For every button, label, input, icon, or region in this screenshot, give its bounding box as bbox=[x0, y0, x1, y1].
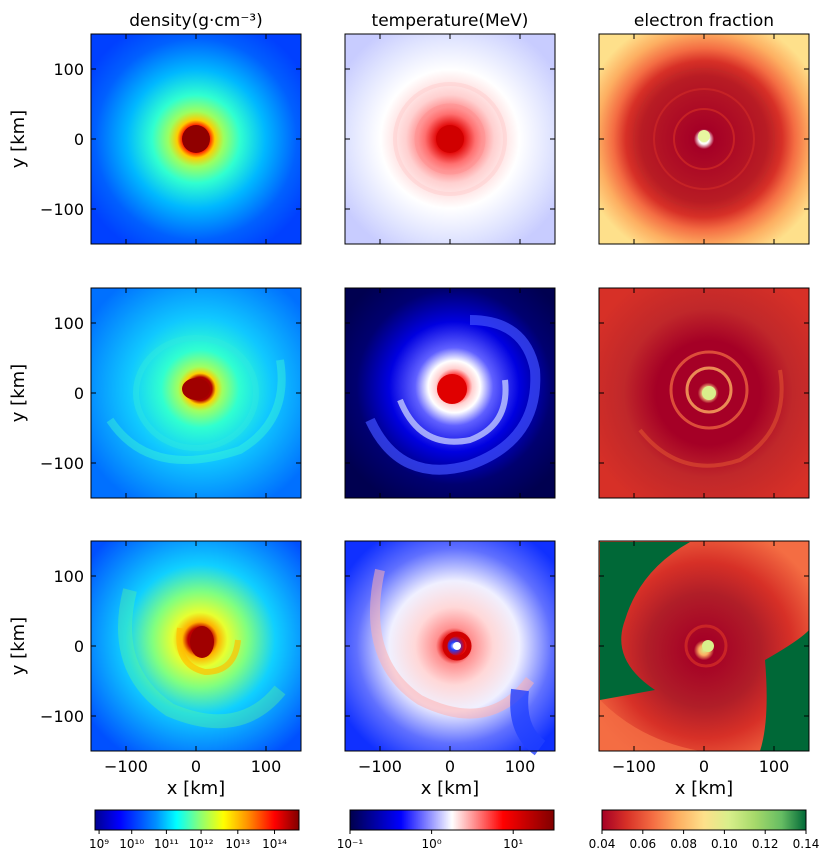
colorbar-tick-label: 10¹² bbox=[189, 837, 214, 851]
x-tick-label: 100 bbox=[505, 757, 536, 776]
x-axis-label-col2: x [km] bbox=[421, 778, 479, 799]
y-axis-row1: 100 0 −100 bbox=[40, 60, 84, 219]
colorbar-tick-label: 10⁰ bbox=[422, 837, 442, 851]
x-tick-label: 0 bbox=[445, 757, 455, 776]
panel-row2-temperature bbox=[344, 287, 556, 499]
x-tick-label: 100 bbox=[251, 757, 282, 776]
panel-row2-density bbox=[90, 287, 302, 499]
y-tick-label: 0 bbox=[74, 130, 84, 149]
x-tick-label: −100 bbox=[612, 757, 656, 776]
y-axis-label-row3: y [km] bbox=[8, 617, 29, 675]
y-tick-label: 100 bbox=[53, 567, 84, 586]
x-axis-label-col1: x [km] bbox=[167, 778, 225, 799]
colorbar-density: 10⁹ 10¹⁰ 10¹¹ 10¹² 10¹³ 10¹⁴ bbox=[89, 809, 300, 851]
x-tick-label: −100 bbox=[104, 757, 148, 776]
colorbar-temperature: 10⁻¹ 10⁰ 10¹ bbox=[337, 809, 555, 851]
colorbar-tick-label: 0.06 bbox=[629, 837, 656, 851]
column-title-electron-fraction: electron fraction bbox=[634, 11, 774, 31]
colorbar-tick-label: 10⁹ bbox=[89, 837, 109, 851]
colorbar-tick-label: 10¹⁰ bbox=[119, 837, 144, 851]
x-tick-label: 0 bbox=[699, 757, 709, 776]
x-axis-col2: −100 0 100 bbox=[358, 757, 535, 776]
colorbar-tick-label: 10¹⁴ bbox=[262, 837, 287, 851]
panel-row2-electron-fraction bbox=[598, 287, 810, 499]
colorbar-tick-label: 0.04 bbox=[589, 837, 616, 851]
x-axis-label-col3: x [km] bbox=[675, 778, 733, 799]
colorbar-tick-label: 10¹³ bbox=[225, 837, 250, 851]
panel-row1-density bbox=[90, 33, 302, 245]
y-axis-row3: 100 0 −100 bbox=[40, 567, 84, 726]
x-tick-label: 0 bbox=[191, 757, 201, 776]
y-tick-label: −100 bbox=[40, 200, 84, 219]
x-axis-col1: −100 0 100 bbox=[104, 757, 281, 776]
column-title-density: density(g·cm⁻³) bbox=[129, 11, 263, 31]
colorbar-electron-fraction: 0.04 0.06 0.08 0.10 0.12 0.14 bbox=[589, 809, 820, 851]
panel-row1-temperature bbox=[344, 33, 556, 245]
colorbar-tick-label: 0.14 bbox=[793, 837, 820, 851]
column-title-temperature: temperature(MeV) bbox=[372, 11, 529, 31]
y-tick-label: 0 bbox=[74, 384, 84, 403]
x-tick-label: 100 bbox=[759, 757, 790, 776]
y-axis-label-row1: y [km] bbox=[8, 110, 29, 168]
x-axis-col3: −100 0 100 bbox=[612, 757, 789, 776]
panel-row3-temperature bbox=[344, 540, 556, 756]
colorbar-tick-label: 0.08 bbox=[670, 837, 697, 851]
y-tick-label: −100 bbox=[40, 707, 84, 726]
colorbar-tick-label: 10⁻¹ bbox=[337, 837, 364, 851]
colorbar-tick-label: 0.12 bbox=[752, 837, 779, 851]
y-axis-row2: 100 0 −100 bbox=[40, 314, 84, 473]
y-tick-label: 0 bbox=[74, 637, 84, 656]
panel-row3-density bbox=[90, 540, 302, 752]
panel-row1-electron-fraction bbox=[598, 33, 810, 245]
x-tick-label: −100 bbox=[358, 757, 402, 776]
y-tick-label: 100 bbox=[53, 60, 84, 79]
colorbar-tick-label: 10¹ bbox=[503, 837, 523, 851]
colorbar-tick-label: 10¹¹ bbox=[154, 837, 179, 851]
axis-ticks bbox=[91, 34, 809, 751]
y-tick-label: 100 bbox=[53, 314, 84, 333]
y-tick-label: −100 bbox=[40, 454, 84, 473]
panel-row3-electron-fraction bbox=[598, 540, 810, 752]
colorbar-tick-label: 0.10 bbox=[711, 837, 738, 851]
y-axis-label-row2: y [km] bbox=[8, 364, 29, 422]
